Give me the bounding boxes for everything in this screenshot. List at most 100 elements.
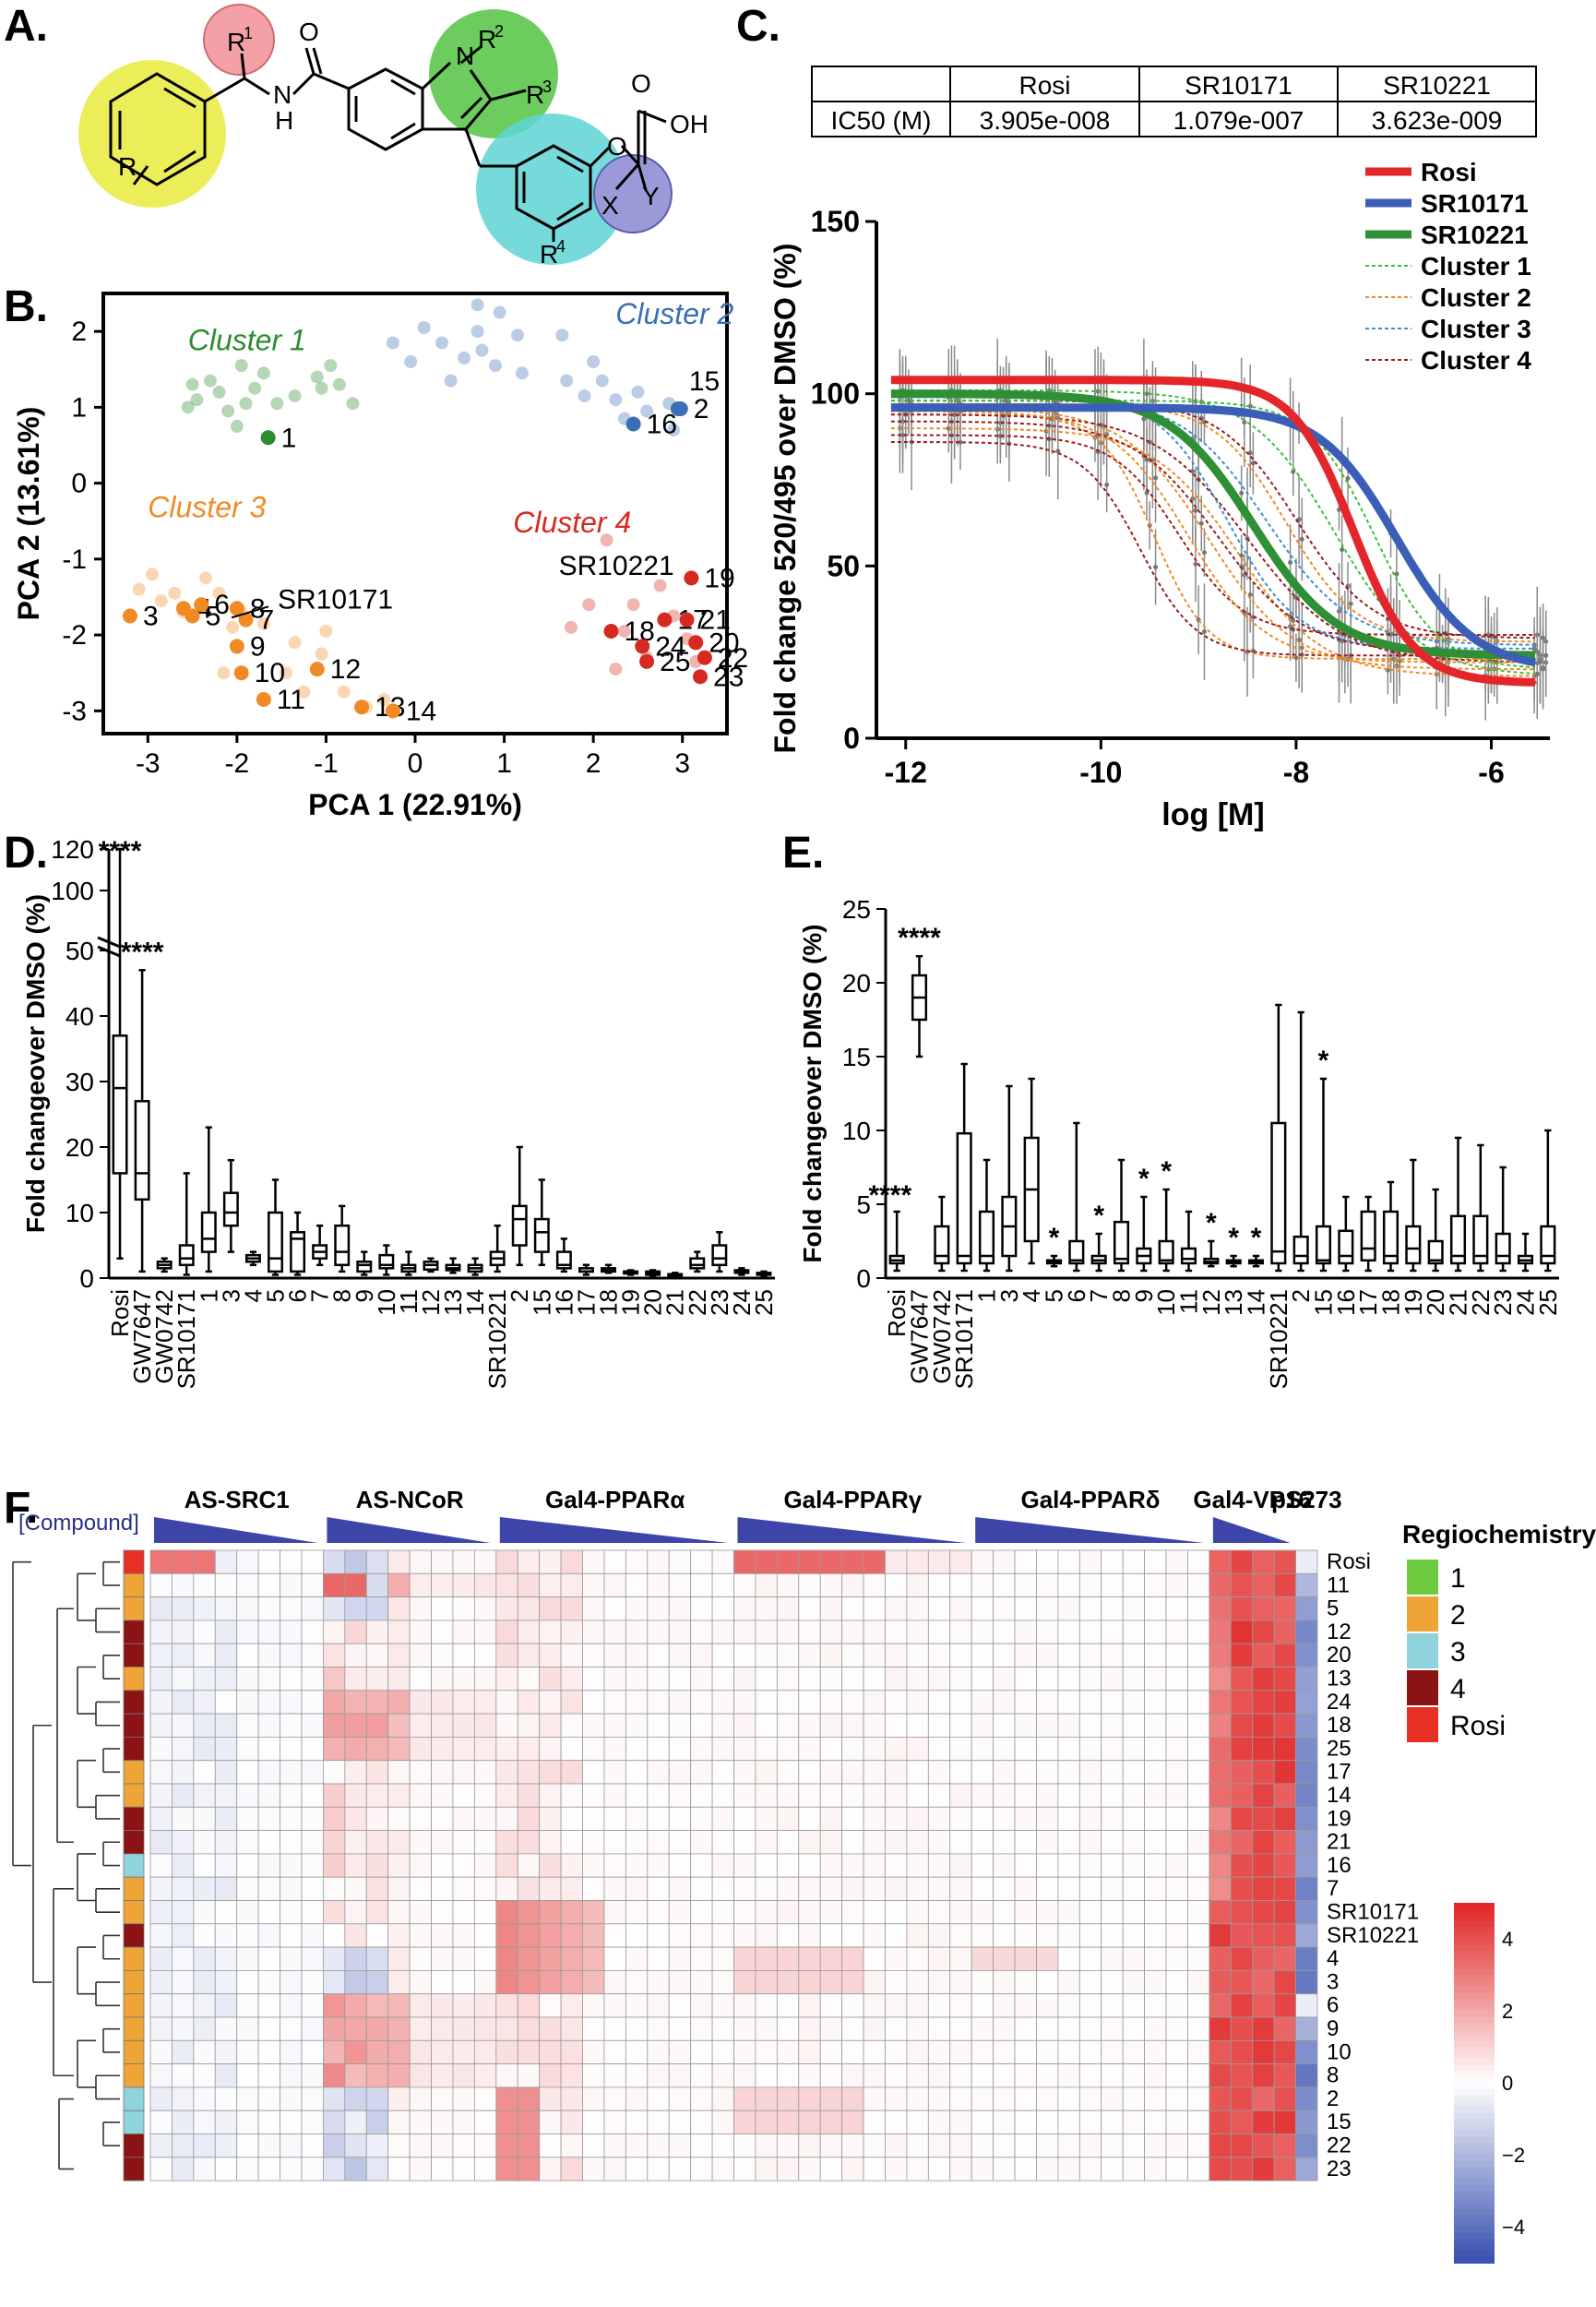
r1-label: R bbox=[227, 28, 245, 56]
pca-point bbox=[609, 663, 623, 676]
heatmap-cell bbox=[344, 1923, 367, 1948]
heatmap-cell bbox=[452, 1830, 475, 1855]
heatmap-cell bbox=[344, 1690, 367, 1715]
heatmap-cell bbox=[1273, 1900, 1296, 1925]
heatmap-cell bbox=[214, 1900, 238, 1925]
heatmap-cell bbox=[733, 1737, 756, 1762]
color-scale-segment bbox=[1454, 1968, 1495, 1976]
heatmap-cell bbox=[431, 1667, 454, 1691]
heatmap-cell bbox=[776, 2086, 800, 2111]
heatmap-cell bbox=[149, 1969, 173, 1995]
heatmap-cell bbox=[236, 1876, 259, 1901]
heatmap-cell bbox=[798, 1620, 821, 1644]
heatmap-cell bbox=[906, 1806, 929, 1832]
heatmap-cell bbox=[1165, 2110, 1188, 2134]
dr-xtick-label: -10 bbox=[1079, 756, 1122, 789]
heatmap-cell bbox=[885, 1549, 908, 1574]
concentration-wedge bbox=[327, 1517, 491, 1543]
heatmap-cell bbox=[603, 1643, 626, 1667]
heatmap-cell bbox=[668, 1667, 692, 1691]
heatmap-cell bbox=[539, 1923, 562, 1948]
box-body bbox=[1495, 1232, 1511, 1265]
heatmap-cell bbox=[409, 1667, 432, 1691]
heatmap-cell bbox=[1252, 1596, 1275, 1621]
pca-point bbox=[667, 424, 681, 437]
box-significance: * bbox=[1161, 1156, 1172, 1187]
heatmap-cell bbox=[690, 1596, 713, 1621]
heatmap-cell bbox=[668, 1806, 692, 1832]
heatmap-cell bbox=[647, 2086, 670, 2111]
heatmap-cell bbox=[517, 1572, 541, 1598]
dendrogram-branch bbox=[102, 1560, 120, 1586]
heatmap-cell bbox=[949, 2016, 972, 2041]
heatmap-cell bbox=[517, 1596, 541, 1621]
color-scale-segment bbox=[1454, 1992, 1495, 2000]
heatmap-cell bbox=[755, 1620, 778, 1644]
heatmap-cell bbox=[452, 2039, 475, 2065]
box-category-label: 9 bbox=[351, 1289, 378, 1302]
heatmap-cell bbox=[1014, 1900, 1037, 1925]
heatmap-cell bbox=[280, 1572, 303, 1598]
heatmap-cell bbox=[625, 2086, 649, 2111]
heatmap-cell bbox=[1078, 1667, 1102, 1691]
heatmap-cell bbox=[257, 1620, 280, 1644]
heatmap-cell bbox=[1014, 1806, 1037, 1832]
heatmap-cell bbox=[431, 1830, 454, 1855]
box-body bbox=[134, 1100, 150, 1201]
box-category-label: 2 bbox=[506, 1289, 533, 1302]
heatmap-cell bbox=[1057, 1900, 1080, 1925]
heatmap-cell bbox=[409, 1760, 432, 1785]
heatmap-cell bbox=[387, 1713, 411, 1738]
heatmap-cell bbox=[906, 1923, 929, 1948]
heatmap-cell bbox=[1144, 1993, 1167, 2018]
dr-legend-label: Cluster 2 bbox=[1421, 283, 1531, 312]
heatmap-cell bbox=[1187, 1946, 1210, 1971]
heatmap-cell bbox=[409, 2110, 432, 2134]
heatmap-cell bbox=[927, 2086, 951, 2111]
heatmap-cell bbox=[301, 1876, 324, 1901]
heatmap-cell bbox=[603, 1806, 626, 1832]
pca-point-label: 21 bbox=[700, 605, 731, 636]
heatmap-cell bbox=[149, 1783, 173, 1808]
heatmap-cell bbox=[647, 1806, 670, 1832]
heatmap-cell bbox=[1165, 2157, 1188, 2181]
color-scale-segment bbox=[1454, 1920, 1495, 1928]
heatmap-cell bbox=[301, 1690, 324, 1715]
dr-cluster-curve bbox=[890, 400, 1536, 640]
heatmap-cell bbox=[1209, 1783, 1232, 1808]
heatmap-cell bbox=[949, 2086, 972, 2111]
heatmap-cell bbox=[1122, 1993, 1145, 2018]
heatmap-cell bbox=[755, 1572, 778, 1598]
heatmap-cell bbox=[409, 1969, 432, 1995]
pca-point bbox=[560, 374, 574, 388]
pca-highlight-point bbox=[122, 608, 137, 624]
heatmap-cell bbox=[1209, 2110, 1232, 2134]
heatmap-cell bbox=[841, 1783, 864, 1808]
pca-xtick-label: -1 bbox=[314, 748, 339, 779]
box-category-label: 3 bbox=[217, 1289, 244, 1302]
heatmap-cell bbox=[517, 2134, 541, 2158]
r2-highlight bbox=[429, 9, 558, 138]
heatmap-cell bbox=[1209, 1760, 1232, 1785]
heatmap-cell bbox=[1078, 1830, 1102, 1855]
heatmap-cell bbox=[1230, 2134, 1254, 2158]
color-scale-segment bbox=[1454, 2148, 1495, 2156]
box-body bbox=[1405, 1225, 1422, 1265]
heatmap-cell bbox=[539, 1643, 562, 1667]
heatmap-cell bbox=[647, 1596, 670, 1621]
heatmap-cell bbox=[344, 1667, 367, 1691]
heatmap-cell bbox=[863, 1830, 886, 1855]
heatmap-cell bbox=[172, 2063, 195, 2088]
pca-point bbox=[315, 381, 328, 395]
heatmap-cell bbox=[927, 1900, 951, 1925]
heatmap-cell bbox=[1101, 2157, 1124, 2181]
heatmap-cell bbox=[1230, 2063, 1254, 2088]
heatmap-cell bbox=[214, 1969, 238, 1995]
pca-point bbox=[248, 381, 262, 395]
heatmap-row-label: SR10171 bbox=[1327, 1900, 1419, 1925]
heatmap-cell bbox=[473, 1969, 497, 1995]
heatmap-cell bbox=[149, 1900, 173, 1925]
heatmap-cell bbox=[214, 2039, 238, 2065]
heatmap-cell bbox=[819, 2110, 843, 2134]
heatmap-cell bbox=[971, 1690, 995, 1715]
